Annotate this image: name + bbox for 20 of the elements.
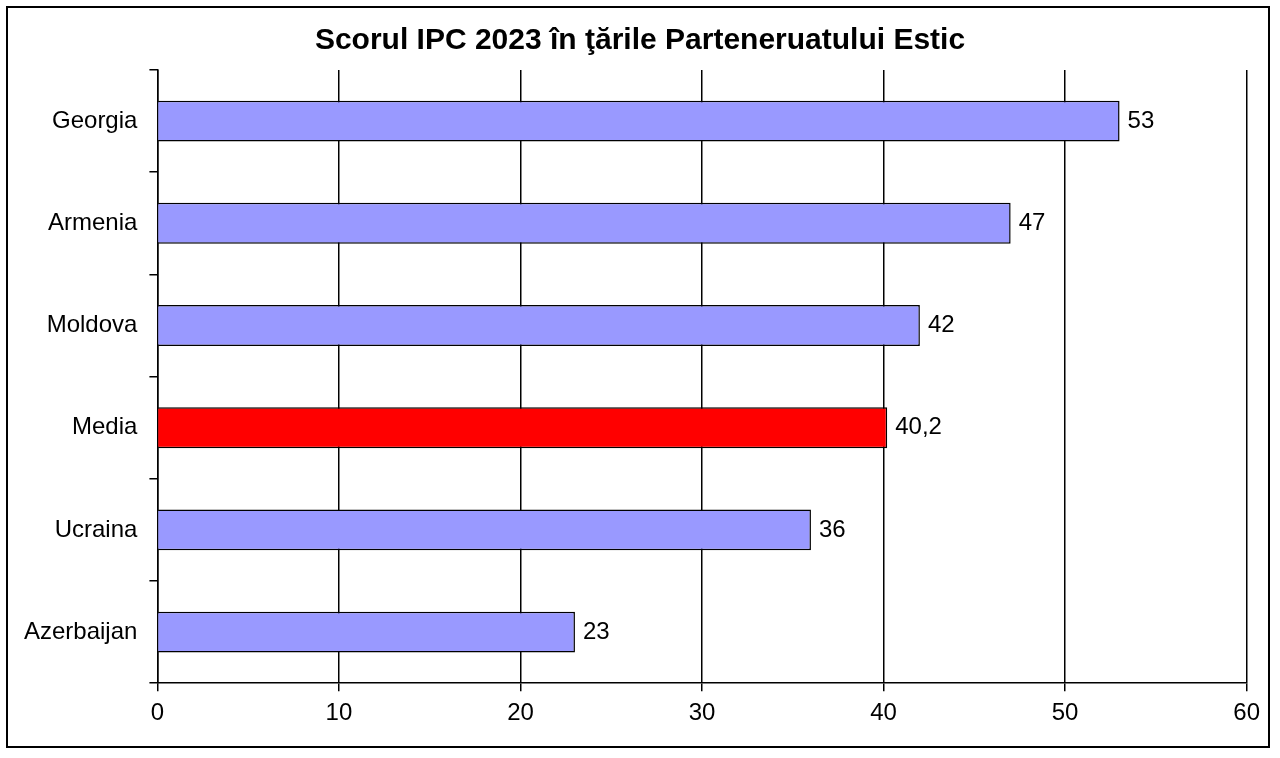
x-tick-label: 20: [507, 698, 534, 726]
x-tick-label: 30: [688, 698, 716, 726]
x-tick-label: 40: [870, 698, 897, 726]
y-tick-label: Azerbaijan: [24, 616, 138, 644]
y-tick-label: Georgia: [52, 105, 139, 133]
y-tick-label: Ucraina: [54, 514, 139, 542]
data-label: 23: [582, 616, 610, 644]
x-tick-label: 60: [1233, 698, 1260, 726]
y-tick-label: Moldova: [46, 310, 139, 338]
x-tick-label: 10: [325, 698, 353, 726]
data-label: 36: [818, 514, 846, 542]
data-label: 47: [1018, 207, 1046, 235]
chart-title: Scorul IPC 2023 în ţările Parteneruatului Estic: [313, 22, 967, 56]
data-label: 53: [1127, 105, 1155, 133]
data-label: 42: [927, 310, 955, 338]
y-tick-label: Media: [72, 412, 139, 440]
x-tick-label: 50: [1051, 698, 1079, 726]
data-label: 40,2: [895, 412, 942, 440]
x-tick-label: 0: [150, 698, 165, 726]
y-tick-label: Armenia: [48, 207, 139, 235]
